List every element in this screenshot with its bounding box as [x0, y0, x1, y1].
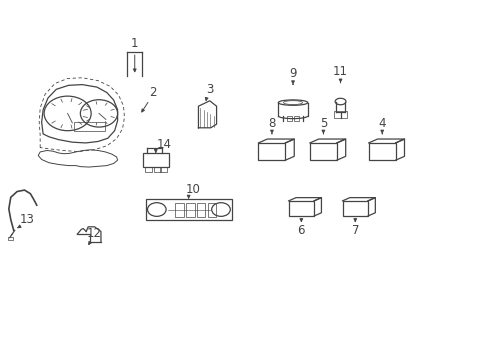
- Text: 5: 5: [319, 117, 327, 130]
- Bar: [154, 167, 161, 172]
- Text: 3: 3: [206, 83, 214, 96]
- Text: 11: 11: [333, 66, 348, 78]
- Text: 8: 8: [268, 117, 276, 130]
- Text: 1: 1: [131, 37, 139, 50]
- Text: 2: 2: [149, 86, 157, 99]
- Bar: [369, 143, 396, 160]
- Text: 14: 14: [157, 138, 172, 151]
- Bar: [289, 201, 314, 216]
- Text: 10: 10: [186, 183, 201, 196]
- Bar: [310, 143, 337, 160]
- Bar: [343, 201, 368, 216]
- Text: 7: 7: [351, 224, 359, 237]
- Bar: [8, 237, 13, 240]
- Bar: [186, 203, 195, 217]
- Text: 4: 4: [378, 117, 386, 130]
- Bar: [145, 167, 152, 172]
- Bar: [287, 116, 292, 121]
- Bar: [160, 167, 167, 172]
- Bar: [208, 203, 216, 217]
- Bar: [74, 122, 105, 131]
- Bar: [143, 153, 169, 167]
- Text: 12: 12: [87, 227, 101, 240]
- Text: 13: 13: [20, 213, 34, 226]
- Bar: [146, 199, 232, 220]
- Bar: [259, 143, 286, 160]
- Text: 6: 6: [297, 224, 305, 237]
- Bar: [294, 116, 299, 121]
- Bar: [334, 111, 347, 118]
- Bar: [197, 203, 205, 217]
- Bar: [175, 203, 184, 217]
- Text: 9: 9: [289, 67, 297, 80]
